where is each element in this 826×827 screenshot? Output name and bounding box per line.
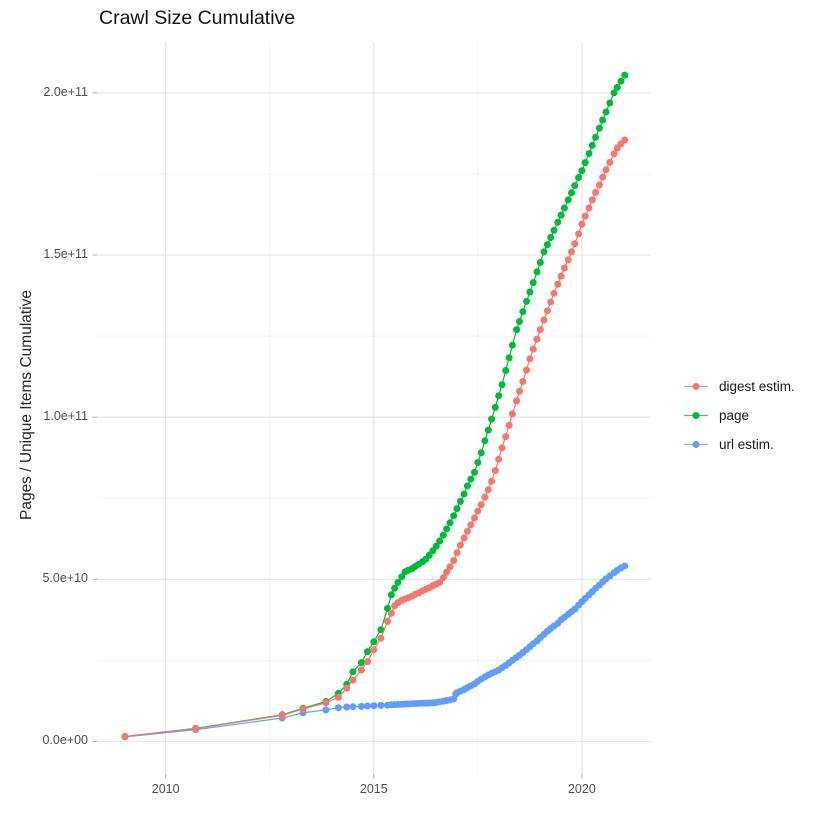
- y-tick-label: 0.0e+00: [42, 733, 88, 748]
- x-tick-label: 2010: [151, 782, 180, 796]
- legend-label: url estim.: [719, 437, 774, 452]
- x-tick-label: 2020: [567, 782, 596, 796]
- y-tick-label: 5.0e+10: [42, 571, 88, 586]
- series-page: [121, 71, 629, 740]
- y-tick-label: 1.0e+11: [43, 409, 88, 424]
- legend-label: page: [719, 408, 750, 423]
- major-gridlines: [97, 42, 651, 774]
- y-axis-title: Pages / Unique Items Cumulative: [18, 289, 35, 521]
- chart-title: Crawl Size Cumulative: [99, 7, 296, 29]
- legend: digest estim. page url estim.: [683, 379, 795, 452]
- y-tick-label: 1.5e+11: [43, 247, 88, 262]
- legend-key-icon: [684, 412, 708, 419]
- legend-item-url-estim: url estim.: [683, 437, 795, 452]
- legend-item-page: page: [683, 408, 795, 423]
- legend-item-digest-estim: digest estim.: [683, 379, 795, 394]
- y-tick-label: 2.0e+11: [43, 84, 88, 99]
- legend-label: digest estim.: [719, 379, 795, 394]
- axis-ticks: [92, 92, 583, 779]
- legend-key-icon: [684, 441, 708, 448]
- series-url-estim: [121, 562, 629, 741]
- series-digest-estim: [121, 136, 629, 740]
- x-tick-label: 2015: [359, 782, 388, 796]
- legend-key-icon: [684, 383, 708, 390]
